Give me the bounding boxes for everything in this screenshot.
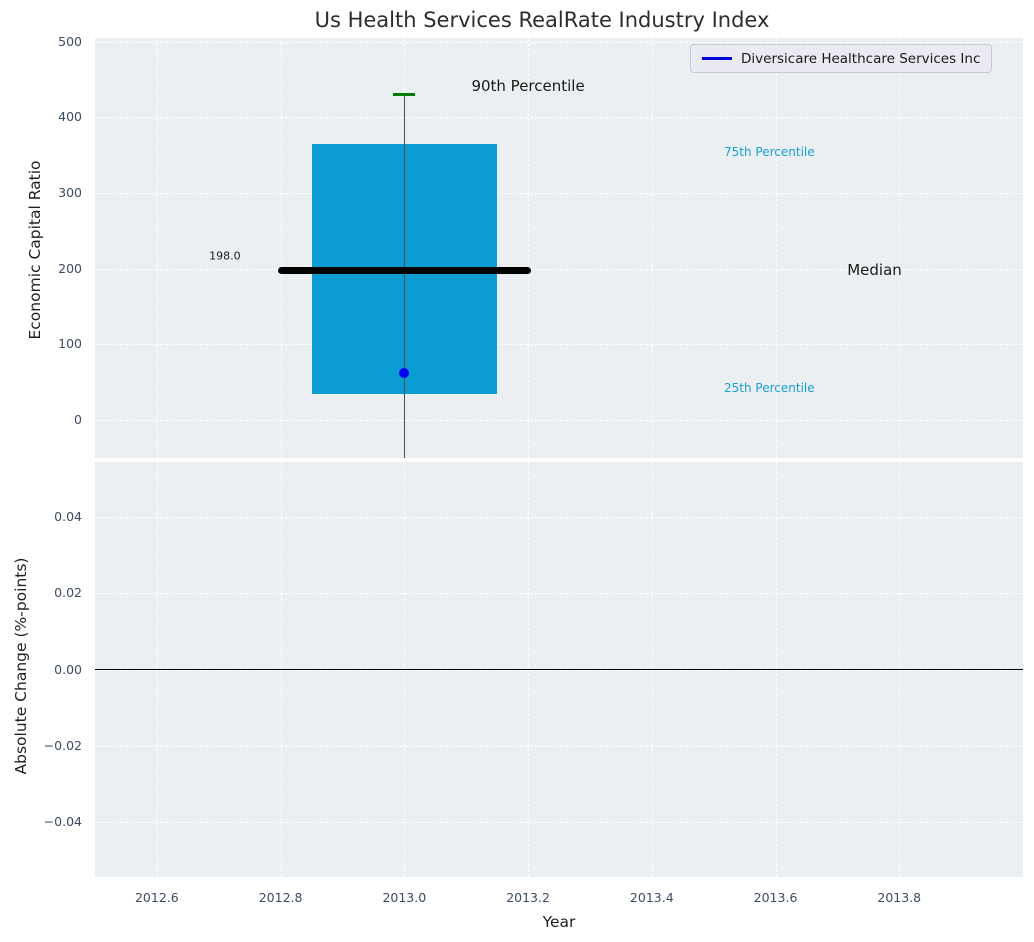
bottom-plot-area	[95, 462, 1023, 877]
boxplot-median-line	[277, 266, 532, 274]
gridline-vertical	[899, 38, 901, 458]
xtick-label: 2013.6	[753, 890, 798, 905]
gridline-vertical	[156, 38, 158, 458]
xtick-label: 2012.6	[134, 890, 179, 905]
gridline-horizontal	[95, 517, 1023, 519]
ytick-label-bottom: 0.00	[54, 661, 82, 677]
ytick-label-top: 0	[74, 412, 82, 428]
company-data-point	[399, 368, 410, 379]
ytick-label-bottom: 0.02	[54, 585, 82, 601]
ytick-label-bottom: −0.04	[43, 813, 82, 829]
xtick-label: 2013.4	[629, 890, 674, 905]
gridline-vertical	[775, 38, 777, 458]
gridline-vertical	[280, 38, 282, 458]
gridline-horizontal	[95, 821, 1023, 823]
annotation-25th-percentile: 25th Percentile	[724, 381, 815, 396]
xtick-label: 2013.8	[877, 890, 922, 905]
gridline-horizontal	[95, 420, 1023, 422]
annotation-90th-percentile: 90th Percentile	[471, 76, 585, 95]
legend-line-sample	[702, 57, 732, 60]
xtick-label: 2012.8	[258, 890, 303, 905]
gridline-horizontal	[95, 745, 1023, 747]
gridline-vertical	[651, 38, 653, 458]
ytick-label-top: 100	[58, 336, 82, 352]
xtick-label: 2013.2	[506, 890, 550, 905]
annotation-median: Median	[847, 260, 902, 279]
ytick-label-top: 200	[58, 260, 82, 276]
ytick-label-bottom: −0.02	[43, 737, 82, 753]
boxplot-cap-90th	[393, 93, 416, 97]
gridline-horizontal	[95, 268, 1023, 270]
ytick-label-top: 500	[58, 33, 82, 49]
boxplot-whisker	[403, 94, 406, 458]
ytick-label-bottom: 0.04	[54, 509, 82, 525]
xtick-label: 2013.0	[382, 890, 427, 905]
ytick-label-top: 300	[58, 185, 82, 201]
gridline-horizontal	[95, 117, 1023, 119]
legend: Diversicare Healthcare Services Inc	[690, 44, 993, 73]
ytick-label-top: 400	[58, 109, 82, 125]
zero-reference-line	[95, 668, 1023, 671]
gridline-horizontal	[95, 41, 1023, 43]
gridline-horizontal	[95, 593, 1023, 595]
x-axis-label: Year	[542, 913, 576, 931]
legend-label: Diversicare Healthcare Services Inc	[741, 50, 981, 67]
gridline-horizontal	[95, 193, 1023, 195]
annotation-198-0: 198.0	[209, 249, 241, 263]
chart-title: Us Health Services RealRate Industry Ind…	[314, 8, 770, 32]
annotation-75th-percentile: 75th Percentile	[724, 144, 815, 159]
gridline-horizontal	[95, 344, 1023, 346]
gridline-vertical	[528, 38, 530, 458]
top-plot-area: 90th Percentile 75th Percentile Median 25th…	[95, 38, 1023, 458]
